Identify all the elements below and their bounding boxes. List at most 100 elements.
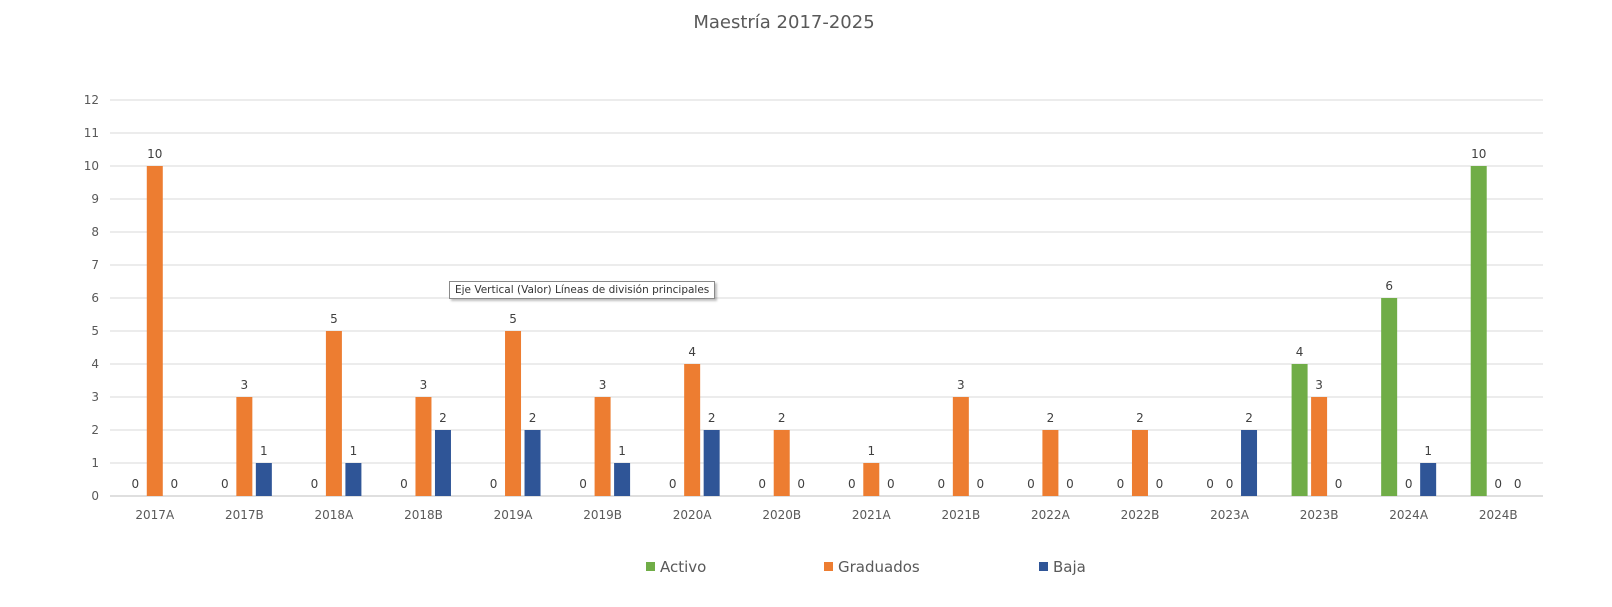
data-label: 10 [1471, 147, 1486, 161]
data-label: 1 [618, 444, 626, 458]
data-label: 0 [1494, 477, 1502, 491]
data-label: 0 [490, 477, 498, 491]
bar-baja [1420, 463, 1437, 496]
data-label: 10 [147, 147, 162, 161]
data-label: 2 [708, 411, 716, 425]
bar-graduados [952, 397, 969, 496]
y-tick-label: 4 [91, 357, 99, 371]
bar-baja [614, 463, 631, 496]
y-tick-label: 11 [84, 126, 99, 140]
legend-swatch-baja [1039, 562, 1048, 571]
data-label: 2 [1136, 411, 1144, 425]
y-tick-label: 9 [91, 192, 99, 206]
data-label: 0 [1117, 477, 1125, 491]
x-tick-label: 2020B [762, 508, 801, 522]
data-label: 0 [977, 477, 985, 491]
data-label: 1 [260, 444, 268, 458]
data-label: 0 [887, 477, 895, 491]
bar-graduados [594, 397, 611, 496]
y-tick-label: 7 [91, 258, 99, 272]
x-tick-label: 2021A [852, 508, 892, 522]
data-label: 0 [1335, 477, 1343, 491]
x-tick-label: 2017B [225, 508, 264, 522]
data-label: 0 [221, 477, 229, 491]
data-label: 0 [1226, 477, 1234, 491]
data-label: 0 [1027, 477, 1035, 491]
bar-graduados [236, 397, 253, 496]
legend-label-baja: Baja [1053, 558, 1086, 576]
gridlines-tooltip: Eje Vertical (Valor) Líneas de división … [449, 281, 716, 299]
legend-swatch-graduados [824, 562, 833, 571]
data-label: 0 [1066, 477, 1074, 491]
bar-activo [1381, 298, 1398, 496]
y-tick-label: 0 [91, 489, 99, 503]
bar-activo [1291, 364, 1308, 496]
y-tick-label: 8 [91, 225, 99, 239]
y-tick-label: 2 [91, 423, 99, 437]
x-tick-label: 2018A [315, 508, 355, 522]
y-tick-label: 12 [84, 93, 99, 107]
bar-graduados [684, 364, 701, 496]
x-tick-label: 2018B [404, 508, 443, 522]
data-label: 0 [848, 477, 856, 491]
x-tick-label: 2020A [673, 508, 713, 522]
bar-graduados [863, 463, 880, 496]
data-label: 5 [330, 312, 338, 326]
y-tick-label: 5 [91, 324, 99, 338]
legend-label-activo: Activo [660, 558, 706, 576]
data-label: 0 [579, 477, 587, 491]
y-tick-label: 1 [91, 456, 99, 470]
data-label: 3 [1315, 378, 1323, 392]
data-label: 0 [758, 477, 766, 491]
data-label: 0 [1405, 477, 1413, 491]
y-tick-label: 3 [91, 390, 99, 404]
data-label: 3 [241, 378, 249, 392]
data-label: 4 [688, 345, 696, 359]
data-label: 0 [131, 477, 139, 491]
bar-graduados [1042, 430, 1059, 496]
x-tick-label: 2019B [583, 508, 622, 522]
x-tick-label: 2017A [135, 508, 175, 522]
x-tick-label: 2019A [494, 508, 534, 522]
x-tick-label: 2024B [1479, 508, 1518, 522]
data-label: 0 [1206, 477, 1214, 491]
data-label: 1 [867, 444, 875, 458]
x-tick-label: 2023B [1300, 508, 1339, 522]
bar-baja [255, 463, 272, 496]
data-label: 0 [797, 477, 805, 491]
data-label: 0 [311, 477, 319, 491]
x-tick-label: 2022A [1031, 508, 1071, 522]
x-tick-label: 2023A [1210, 508, 1250, 522]
legend-label-graduados: Graduados [838, 558, 920, 576]
bar-baja [524, 430, 541, 496]
bar-graduados [146, 166, 163, 496]
bar-graduados [325, 331, 342, 496]
x-tick-label: 2024A [1389, 508, 1429, 522]
bar-graduados [415, 397, 432, 496]
data-label: 3 [599, 378, 607, 392]
data-label: 3 [420, 378, 428, 392]
bar-activo [1470, 166, 1487, 496]
data-label: 0 [669, 477, 677, 491]
data-label: 6 [1385, 279, 1393, 293]
data-label: 0 [400, 477, 408, 491]
data-label: 2 [439, 411, 447, 425]
y-tick-label: 6 [91, 291, 99, 305]
data-label: 2 [1047, 411, 1055, 425]
data-label: 1 [350, 444, 358, 458]
bar-baja [345, 463, 362, 496]
data-label: 0 [170, 477, 178, 491]
bar-baja [434, 430, 451, 496]
data-label: 0 [938, 477, 946, 491]
chart-title: Maestría 2017-2025 [693, 12, 874, 33]
x-tick-label: 2022B [1121, 508, 1160, 522]
bar-graduados [773, 430, 790, 496]
bar-graduados [1311, 397, 1328, 496]
data-label: 5 [509, 312, 517, 326]
bar-graduados [505, 331, 522, 496]
y-tick-label: 10 [84, 159, 99, 173]
bar-baja [1241, 430, 1258, 496]
data-label: 1 [1424, 444, 1432, 458]
data-label: 2 [529, 411, 537, 425]
